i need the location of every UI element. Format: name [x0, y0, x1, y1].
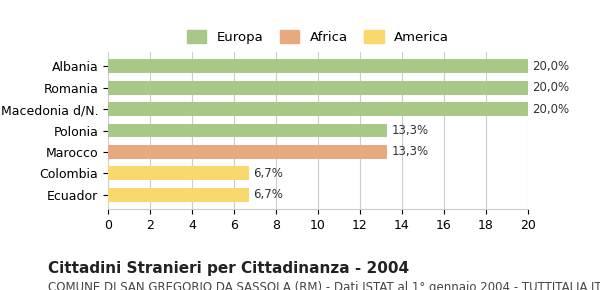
Bar [108, 59, 528, 73]
Text: 13,3%: 13,3% [391, 124, 428, 137]
Bar [108, 166, 249, 180]
Legend: Europa, Africa, America: Europa, Africa, America [181, 24, 455, 49]
Text: COMUNE DI SAN GREGORIO DA SASSOLA (RM) - Dati ISTAT al 1° gennaio 2004 - TUTTITA: COMUNE DI SAN GREGORIO DA SASSOLA (RM) -… [48, 281, 600, 290]
Bar [108, 188, 249, 202]
Bar [108, 81, 528, 95]
Text: 13,3%: 13,3% [391, 145, 428, 158]
Bar [108, 102, 528, 116]
Bar [108, 145, 388, 159]
Text: 20,0%: 20,0% [532, 103, 569, 116]
Text: 20,0%: 20,0% [532, 81, 569, 94]
Text: 6,7%: 6,7% [253, 167, 283, 180]
Text: 6,7%: 6,7% [253, 188, 283, 201]
Text: 20,0%: 20,0% [532, 60, 569, 73]
Text: Cittadini Stranieri per Cittadinanza - 2004: Cittadini Stranieri per Cittadinanza - 2… [48, 261, 409, 276]
Bar [108, 124, 388, 137]
